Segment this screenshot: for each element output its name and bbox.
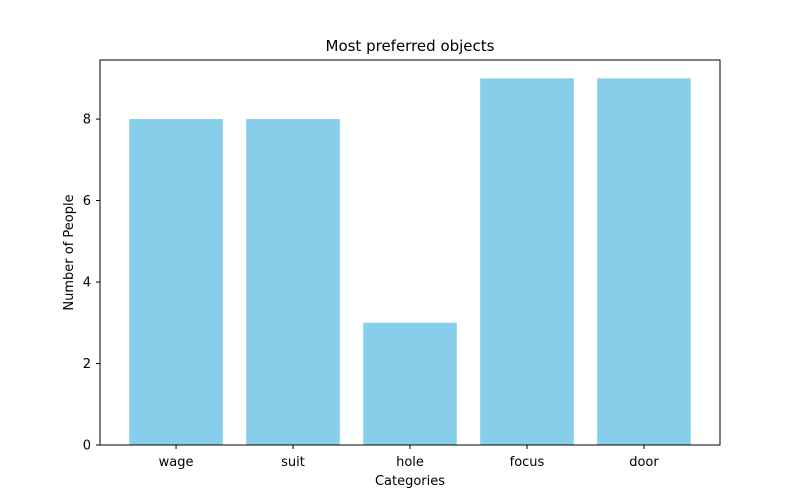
- y-tick-label-0: 0: [83, 439, 91, 454]
- x-tick-label-focus: focus: [510, 455, 545, 470]
- x-tick-label-wage: wage: [159, 455, 194, 470]
- chart-title: Most preferred objects: [326, 37, 495, 55]
- y-axis: 0 2 4 6 8: [83, 113, 100, 454]
- bar-wage: [129, 119, 223, 445]
- x-tick-label-hole: hole: [396, 455, 424, 470]
- bars-layer: [129, 78, 691, 445]
- bar-suit: [246, 119, 340, 445]
- y-tick-label-6: 6: [83, 194, 91, 209]
- x-tick-label-door: door: [629, 455, 659, 470]
- bar-focus: [480, 78, 574, 445]
- y-tick-label-8: 8: [83, 113, 91, 128]
- x-axis: wage suit hole focus door: [159, 445, 659, 470]
- x-axis-title: Categories: [375, 474, 445, 489]
- y-tick-label-4: 4: [83, 276, 91, 291]
- y-tick-label-2: 2: [83, 357, 91, 372]
- x-tick-label-suit: suit: [281, 455, 305, 470]
- y-axis-title: Number of People: [62, 194, 77, 310]
- bar-door: [597, 78, 691, 445]
- bar-hole: [363, 322, 457, 445]
